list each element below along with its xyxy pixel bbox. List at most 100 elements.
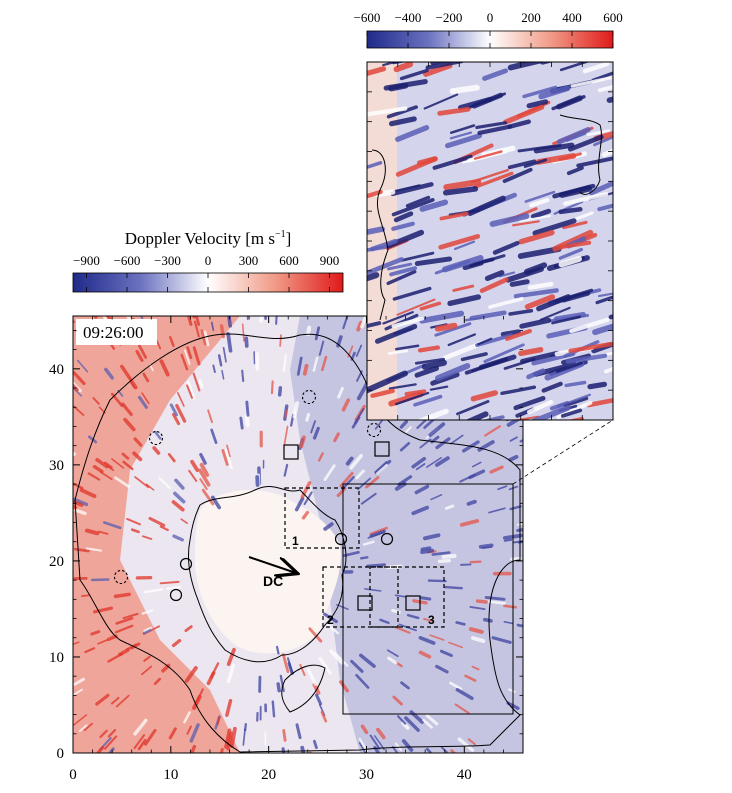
texture-streak bbox=[143, 626, 153, 633]
inset-texture-streak bbox=[541, 381, 563, 393]
texture-streak bbox=[199, 478, 208, 491]
texture-streak bbox=[92, 464, 104, 474]
inset-texture-streak bbox=[498, 271, 516, 278]
texture-streak bbox=[73, 512, 74, 514]
inset-texture-streak bbox=[597, 292, 613, 298]
inset-texture-streak bbox=[469, 254, 506, 268]
texture-streak bbox=[399, 441, 411, 452]
texture-streak bbox=[279, 334, 282, 347]
texture-streak bbox=[190, 744, 197, 753]
inset-texture-streak bbox=[522, 85, 558, 99]
texture-streak bbox=[299, 435, 306, 449]
texture-streak bbox=[314, 693, 323, 706]
texture-streak bbox=[188, 469, 198, 482]
texture-streak bbox=[414, 484, 430, 495]
texture-streak bbox=[121, 402, 133, 417]
inset-texture-streak bbox=[492, 240, 520, 255]
texture-streak bbox=[314, 326, 321, 341]
texture-streak bbox=[423, 533, 441, 541]
inset-texture-streak bbox=[531, 405, 571, 420]
umbra-boundary bbox=[187, 485, 347, 663]
marker-square bbox=[283, 444, 299, 460]
marker-square bbox=[374, 441, 390, 457]
texture-streak bbox=[73, 677, 85, 686]
inset-texture-streak bbox=[539, 62, 554, 65]
inset-texture-streak bbox=[432, 154, 473, 170]
inset-texture-streak bbox=[439, 211, 469, 221]
texture-streak bbox=[459, 473, 476, 483]
texture-streak bbox=[369, 734, 381, 750]
texture-streak bbox=[125, 316, 132, 323]
texture-streak bbox=[478, 543, 494, 549]
inset-texture-streak bbox=[470, 168, 509, 184]
texture-streak bbox=[341, 398, 351, 412]
texture-streak bbox=[503, 604, 518, 609]
inset-texture-streak bbox=[475, 121, 508, 130]
inset-texture-streak bbox=[396, 298, 436, 316]
texture-streak bbox=[509, 505, 522, 511]
texture-streak bbox=[455, 621, 466, 626]
texture-streak bbox=[491, 636, 512, 644]
texture-streak bbox=[411, 456, 427, 469]
texture-streak bbox=[141, 665, 153, 676]
texture-streak bbox=[97, 638, 109, 645]
inset-texture-streak bbox=[592, 323, 613, 336]
inset-texture-streak bbox=[505, 328, 532, 341]
inset-texture-streak bbox=[527, 281, 554, 290]
texture-streak bbox=[397, 475, 413, 487]
dashed-circle bbox=[113, 569, 129, 585]
texture-streak bbox=[483, 617, 493, 623]
texture-streak bbox=[186, 316, 193, 326]
texture-streak bbox=[242, 728, 246, 746]
texture-streak bbox=[198, 379, 204, 389]
inset-texture-streak bbox=[556, 95, 583, 110]
inset-texture-streak bbox=[593, 135, 613, 147]
inset-texture-streak bbox=[565, 353, 608, 364]
texture-streak bbox=[183, 711, 191, 724]
inset-texture-streak bbox=[414, 357, 446, 365]
texture-streak bbox=[192, 346, 201, 366]
inset-texture-streak bbox=[558, 206, 583, 215]
inset-texture-streak bbox=[430, 62, 446, 66]
texture-streak bbox=[92, 397, 100, 405]
inset-texture-streak bbox=[401, 251, 435, 262]
texture-streak bbox=[323, 612, 338, 624]
colorbar-tick-label: −600 bbox=[114, 253, 141, 268]
inset-texture-streaks bbox=[367, 51, 613, 420]
dashed-circle bbox=[366, 422, 382, 438]
x-tick-label: 30 bbox=[359, 767, 374, 783]
texture-streak bbox=[123, 417, 136, 432]
texture-streak bbox=[318, 340, 325, 356]
texture-streak bbox=[226, 731, 233, 751]
inset-texture-streak bbox=[518, 229, 555, 245]
texture-streak bbox=[73, 405, 85, 416]
inset-texture-streak bbox=[482, 68, 509, 81]
inset-texture-streak bbox=[591, 71, 613, 82]
inset-texture-streak bbox=[442, 341, 483, 361]
texture-streak bbox=[350, 659, 364, 673]
texture-streak bbox=[137, 395, 148, 409]
inset-texture-streak bbox=[434, 259, 471, 275]
texture-streak bbox=[423, 617, 434, 622]
inset-texture-streak bbox=[512, 220, 540, 227]
inset-texture-streak bbox=[531, 51, 550, 59]
texture-streak bbox=[169, 336, 175, 347]
inset-texture-streak bbox=[507, 119, 531, 129]
texture-streak bbox=[216, 716, 221, 726]
texture-streak bbox=[175, 403, 187, 423]
texture-streak bbox=[516, 522, 523, 526]
texture-streak bbox=[186, 725, 192, 735]
x-tick-label: 20 bbox=[261, 767, 276, 783]
texture-streak bbox=[508, 454, 519, 462]
zoom-region-box bbox=[342, 483, 514, 715]
texture-streak bbox=[180, 353, 189, 371]
texture-streak bbox=[141, 392, 150, 405]
texture-streak bbox=[360, 724, 369, 735]
inset-texture-streak bbox=[393, 62, 414, 73]
texture-streak bbox=[394, 594, 406, 598]
texture-streak bbox=[355, 469, 365, 480]
texture-streak bbox=[153, 677, 162, 686]
texture-streak bbox=[229, 726, 237, 748]
inset-texture-streak bbox=[454, 240, 476, 251]
